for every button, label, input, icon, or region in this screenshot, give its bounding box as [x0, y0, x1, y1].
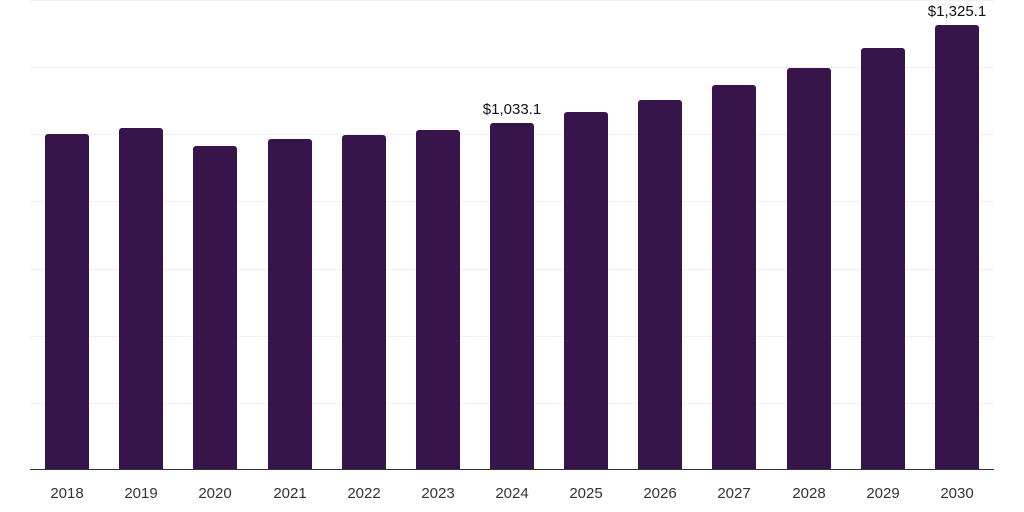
x-tick-label: 2028	[792, 485, 826, 502]
bar-2026[interactable]	[638, 100, 682, 470]
data-label-2030: $1,325.1	[927, 3, 987, 20]
x-tick-label: 2024	[495, 485, 529, 502]
bar-2023[interactable]	[416, 130, 460, 470]
bar-2018[interactable]	[45, 134, 89, 470]
x-tick-label: 2025	[569, 485, 603, 502]
bar-2019[interactable]	[119, 128, 163, 470]
bar-2022[interactable]	[342, 135, 386, 470]
x-tick-label: 2019	[124, 485, 158, 502]
bar-2028[interactable]	[787, 68, 831, 470]
x-tick-label: 2030	[940, 485, 974, 502]
x-tick-label: 2027	[717, 485, 751, 502]
data-label-2024: $1,033.1	[482, 101, 542, 118]
x-tick-label: 2022	[347, 485, 381, 502]
gridline	[30, 0, 994, 1]
x-tick-label: 2021	[273, 485, 307, 502]
bar-2025[interactable]	[564, 112, 608, 470]
bar-2030[interactable]	[935, 25, 979, 470]
x-tick-label: 2018	[50, 485, 84, 502]
bar-2021[interactable]	[268, 139, 312, 470]
x-tick-label: 2029	[866, 485, 900, 502]
x-tick-label: 2023	[421, 485, 455, 502]
bar-2029[interactable]	[861, 48, 905, 470]
x-axis-line	[30, 469, 994, 470]
bar-2024[interactable]	[490, 123, 534, 470]
x-tick-label: 2020	[198, 485, 232, 502]
x-tick-label: 2026	[643, 485, 677, 502]
bar-2027[interactable]	[712, 85, 756, 470]
bar-2020[interactable]	[193, 146, 237, 470]
gridline	[30, 67, 994, 68]
